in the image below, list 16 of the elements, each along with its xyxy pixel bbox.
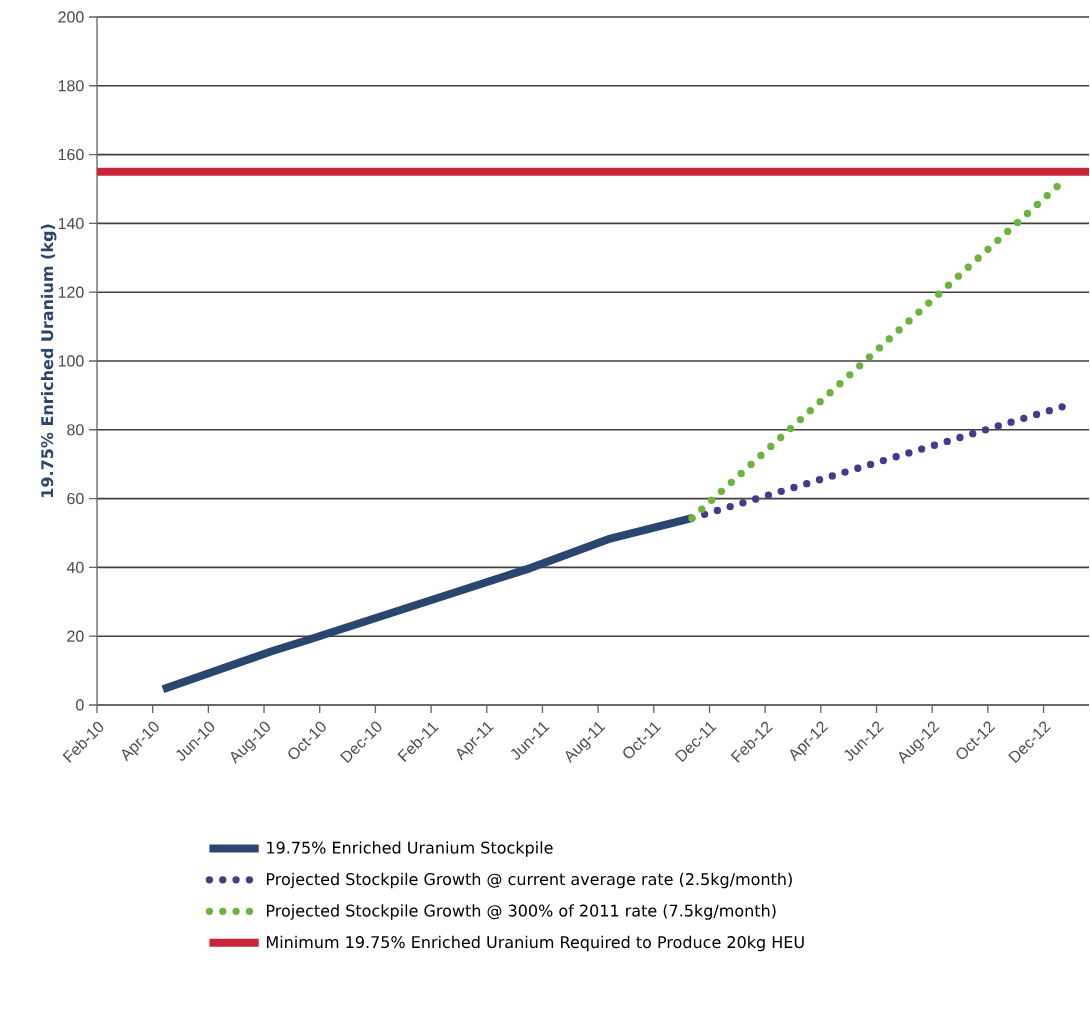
y-tick-label: 180: [58, 80, 84, 92]
y-axis-title: 19.75% Enriched Uranium (kg): [40, 224, 57, 497]
y-tick-label: 40: [66, 561, 84, 574]
legend-label: Minimum 19.75% Enriched Uranium Required to Produce 20kg HEU: [266, 935, 804, 952]
y-tick-label: 100: [58, 355, 84, 367]
y-tick-label: 160: [58, 148, 84, 161]
legend-label: Projected Stockpile Growth @ 300% of 2011 rate (7.5kg/month): [266, 904, 776, 920]
y-tick-label: 140: [58, 217, 84, 230]
legend-label: Projected Stockpile Growth @ current average rate (2.5kg/month): [266, 872, 792, 889]
legend-label: 19.75% Enriched Uranium Stockpile: [267, 841, 553, 857]
y-tick-label: 80: [67, 424, 84, 436]
y-tick-label: 0: [76, 699, 84, 711]
y-tick-label: 120: [58, 286, 84, 298]
y-tick-label: 60: [67, 492, 84, 505]
y-tick-label: 200: [58, 11, 84, 23]
y-tick-label: 20: [67, 630, 84, 642]
